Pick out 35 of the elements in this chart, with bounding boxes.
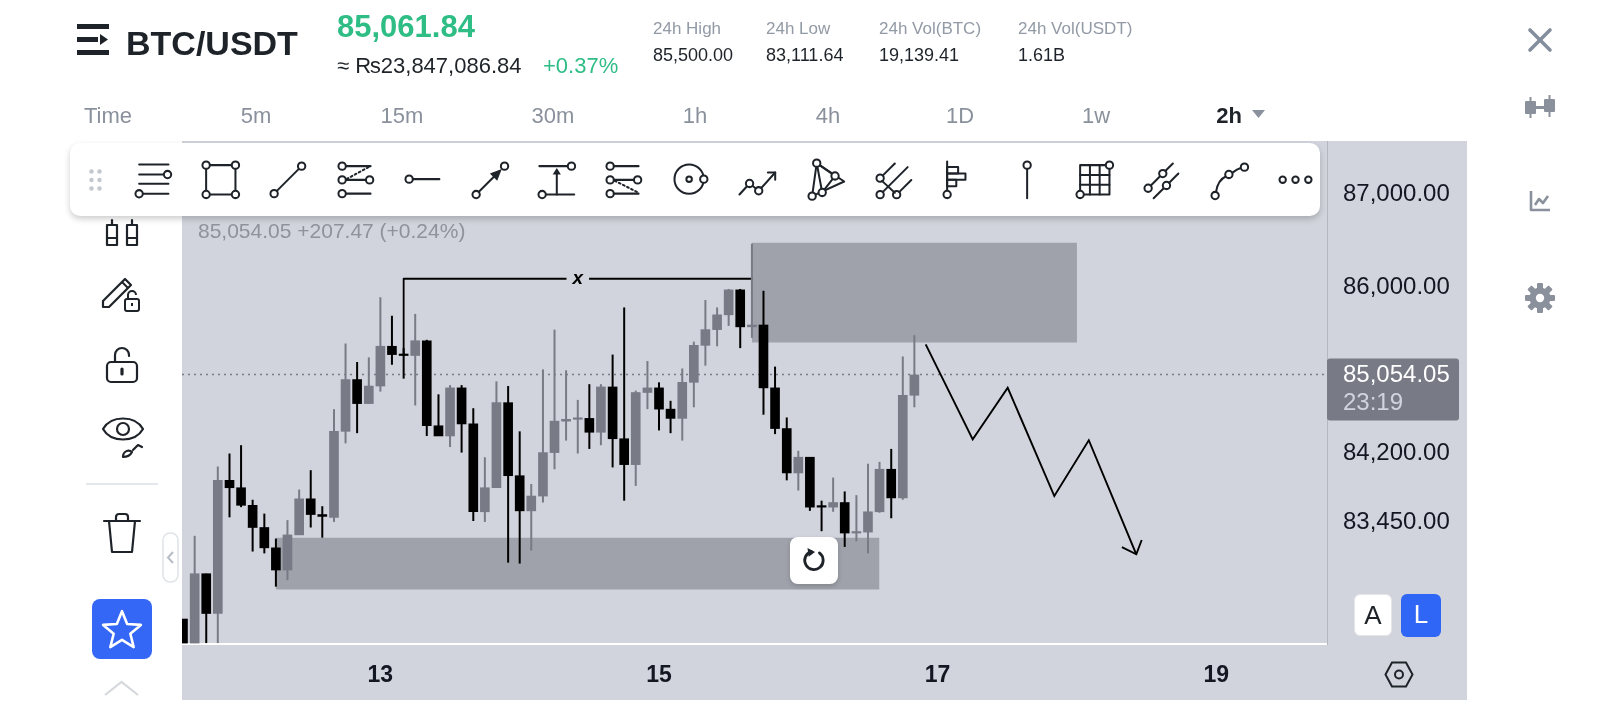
- text: 1w: [1081, 103, 1111, 128]
- text: ≈ ₨23,847,086.84: [337, 53, 522, 78]
- annotation: 85,054.05 +207.47 (+0.24%): [198, 218, 466, 242]
- text: Time: [83, 103, 133, 128]
- text: 1D: [945, 103, 975, 128]
- text: 85,500.00: [653, 45, 734, 65]
- text: 1.61B: [1018, 45, 1066, 65]
- text: 83,111.64: [766, 45, 844, 65]
- annotation: x: [571, 267, 585, 288]
- text: 5m: [240, 103, 272, 128]
- text: 24h Low: [766, 18, 831, 38]
- text: +0.37%: [543, 53, 619, 78]
- text: 24h High: [653, 18, 722, 38]
- text: 2h: [1216, 103, 1242, 128]
- x-tick-label: 15: [646, 661, 672, 688]
- text: 1h: [682, 103, 708, 128]
- y-tick-label: 87,000.00: [1343, 179, 1450, 207]
- text: 4h: [815, 103, 841, 128]
- x-tick-label: 13: [367, 661, 394, 688]
- text: 15m: [380, 103, 424, 128]
- toggle-button: A: [1354, 594, 1392, 636]
- x-tick-label: 19: [1203, 661, 1230, 688]
- text: 19,139.41: [879, 45, 960, 65]
- text: 85,061.84: [337, 8, 475, 44]
- x-tick-label: 17: [924, 661, 951, 688]
- toggle-button: L: [1401, 594, 1441, 637]
- chart-title: BTC/USDT: [126, 24, 298, 62]
- y-tick-label: 84,200.00: [1343, 438, 1450, 466]
- text: 24h Vol(USDT): [1018, 18, 1133, 38]
- y-tick-label: 83,450.00: [1343, 507, 1450, 535]
- text: 24h Vol(BTC): [879, 18, 982, 38]
- ref-line-label: 85,054.05: [1343, 360, 1450, 388]
- text: 23:19: [1343, 387, 1404, 415]
- y-tick-label: 86,000.00: [1343, 271, 1450, 299]
- text: 30m: [531, 103, 575, 128]
